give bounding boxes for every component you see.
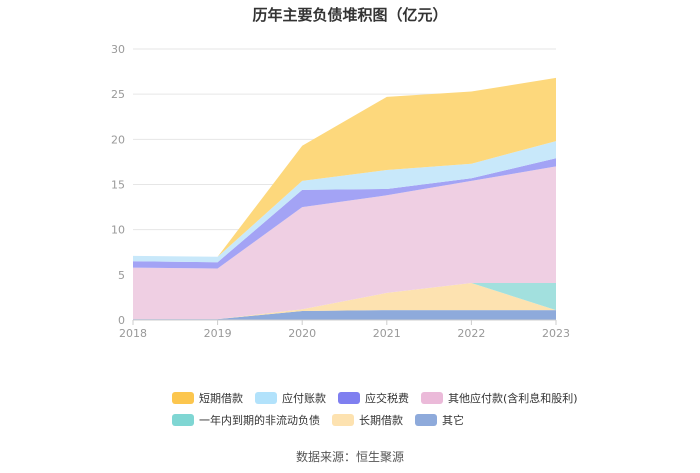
x-tick-label: 2018 <box>119 327 147 340</box>
legend-swatch <box>172 414 194 426</box>
y-tick-label: 30 <box>111 43 125 56</box>
legend: 短期借款 应付账款 应交税费 其他应付款(含利息和股利) 一年内到期的非流动负债 <box>172 388 592 432</box>
area-series <box>133 141 556 263</box>
legend-label: 长期借款 <box>359 414 403 427</box>
y-tick-label: 20 <box>111 133 125 146</box>
y-tick-label: 15 <box>111 179 125 192</box>
data-source: 数据来源：恒生聚源 <box>295 450 404 464</box>
axis-layer: 0 5 10 15 20 25 30 2018 2019 2020 2021 2022 2023 <box>111 43 570 340</box>
legend-item-accounts-payable[interactable]: 应付账款 <box>255 390 326 406</box>
x-tick-label: 2023 <box>542 327 570 340</box>
legend-swatch <box>172 392 194 404</box>
area-series <box>133 158 556 269</box>
legend-item-other[interactable]: 其它 <box>415 412 464 428</box>
area-layer <box>133 77 556 320</box>
legend-row-2: 一年内到期的非流动负债 长期借款 其它 <box>172 410 592 430</box>
area-series <box>133 283 556 320</box>
legend-swatch <box>332 414 354 426</box>
legend-item-short-term-loans[interactable]: 短期借款 <box>172 390 243 406</box>
x-tick-label: 2022 <box>457 327 485 340</box>
legend-label: 短期借款 <box>199 392 243 405</box>
legend-swatch <box>421 392 443 404</box>
legend-row-1: 短期借款 应付账款 应交税费 其他应付款(含利息和股利) <box>172 388 592 408</box>
legend-label: 应交税费 <box>365 392 409 405</box>
legend-item-current-noncurrent-liabilities[interactable]: 一年内到期的非流动负债 <box>172 412 320 428</box>
area-series <box>133 283 556 320</box>
y-tick-label: 5 <box>118 269 125 282</box>
legend-item-long-term-loans[interactable]: 长期借款 <box>332 412 403 428</box>
area-series <box>133 77 556 257</box>
y-tick-label: 25 <box>111 88 125 101</box>
x-tick-label: 2020 <box>288 327 316 340</box>
chart-title: 历年主要负债堆积图（亿元） <box>252 6 448 24</box>
x-tick-label: 2021 <box>373 327 401 340</box>
legend-item-other-payables[interactable]: 其他应付款(含利息和股利) <box>421 390 578 406</box>
y-tick-label: 10 <box>111 224 125 237</box>
y-tick-label: 0 <box>118 314 125 327</box>
legend-item-taxes-payable[interactable]: 应交税费 <box>338 390 409 406</box>
legend-label: 应付账款 <box>282 392 326 405</box>
legend-swatch <box>255 392 277 404</box>
x-tick-label: 2019 <box>204 327 232 340</box>
legend-label: 其它 <box>442 414 464 427</box>
legend-label: 一年内到期的非流动负债 <box>199 414 320 427</box>
legend-swatch <box>338 392 360 404</box>
area-series <box>133 166 556 320</box>
legend-label: 其他应付款(含利息和股利) <box>448 392 578 405</box>
legend-swatch <box>415 414 437 426</box>
area-series <box>133 310 556 320</box>
